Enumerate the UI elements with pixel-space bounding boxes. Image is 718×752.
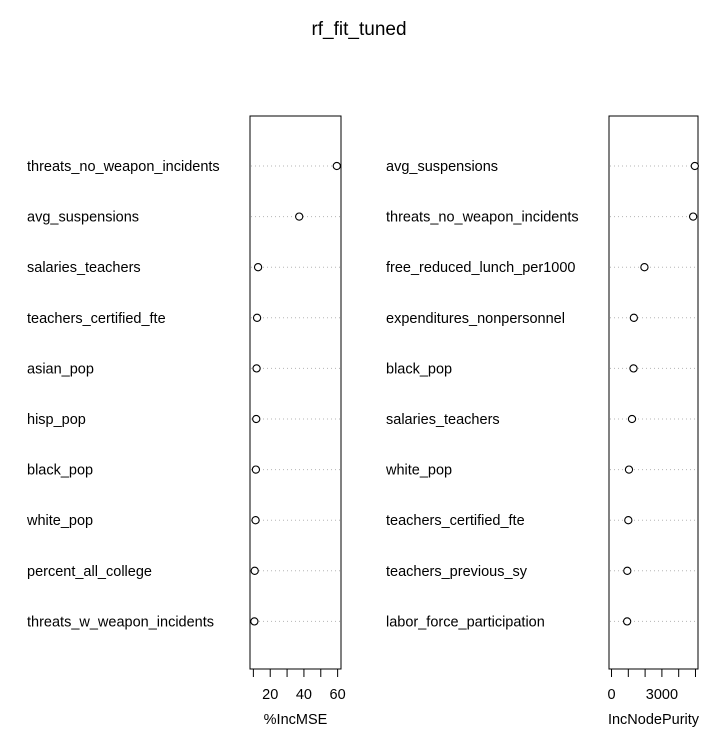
category-label: expenditures_nonpersonnel — [386, 311, 565, 327]
data-point — [624, 516, 633, 525]
category-label: free_reduced_lunch_per1000 — [386, 260, 575, 276]
category-label: black_pop — [386, 361, 452, 377]
category-label: teachers_certified_fte — [386, 513, 525, 529]
data-point — [251, 465, 261, 474]
x-axis-label: IncNodePurity — [608, 712, 700, 728]
category-label: white_pop — [26, 513, 93, 529]
category-label: avg_suspensions — [27, 210, 139, 226]
data-point — [332, 161, 341, 171]
category-label: avg_suspensions — [386, 159, 498, 175]
category-label: black_pop — [27, 463, 93, 479]
x-tick-label: 0 — [607, 687, 615, 703]
category-label: threats_w_weapon_incidents — [27, 614, 214, 630]
data-point — [627, 414, 637, 424]
data-point — [688, 212, 698, 221]
data-point — [252, 364, 261, 373]
data-point — [623, 566, 632, 575]
data-point — [690, 161, 699, 171]
category-label: teachers_previous_sy — [386, 564, 528, 580]
data-point — [250, 617, 259, 626]
panel-frame — [249, 115, 342, 670]
x-tick-label: 3000 — [646, 687, 678, 703]
category-label: salaries_teachers — [27, 260, 141, 276]
category-label: salaries_teachers — [386, 412, 500, 428]
data-point — [253, 263, 263, 272]
data-point — [624, 465, 634, 474]
category-label: teachers_certified_fte — [27, 311, 166, 327]
chart-title: rf_fit_tuned — [311, 19, 406, 40]
category-label: asian_pop — [27, 361, 94, 377]
category-label: hisp_pop — [27, 412, 86, 428]
x-axis-label: %IncMSE — [264, 712, 328, 728]
x-tick-label: 60 — [330, 687, 346, 703]
data-point — [640, 263, 649, 272]
data-point — [251, 516, 260, 525]
category-label: percent_all_college — [27, 564, 152, 580]
data-point — [252, 414, 261, 424]
category-label: threats_no_weapon_incidents — [27, 159, 220, 175]
data-point — [252, 313, 262, 322]
category-label: threats_no_weapon_incidents — [386, 210, 579, 226]
category-label: white_pop — [385, 463, 452, 479]
x-tick-label: 20 — [262, 687, 278, 703]
data-point — [629, 313, 639, 322]
x-tick-label: 40 — [296, 687, 312, 703]
data-point — [629, 364, 638, 373]
panel-frame — [608, 115, 699, 670]
data-point — [250, 566, 259, 575]
data-point — [295, 212, 304, 221]
category-label: labor_force_participation — [386, 614, 545, 630]
data-point — [622, 617, 632, 626]
